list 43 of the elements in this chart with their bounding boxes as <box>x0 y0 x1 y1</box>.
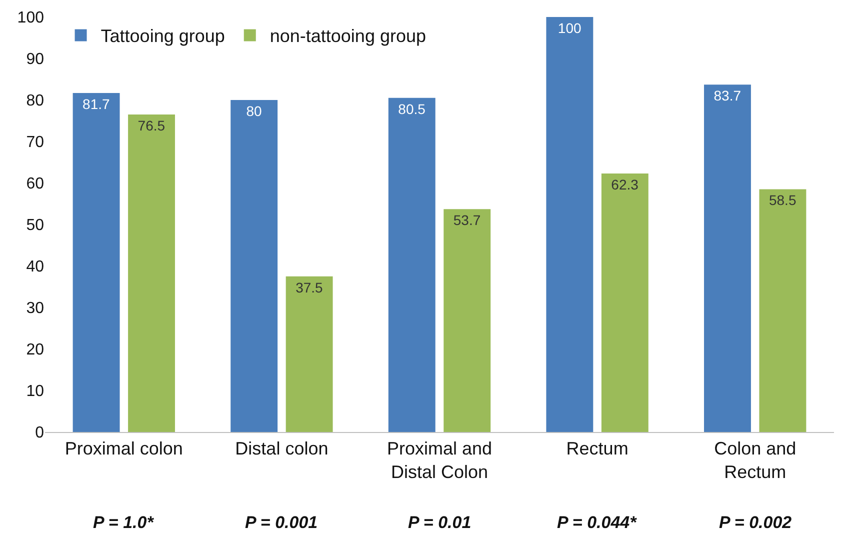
text: P = 0.002 <box>719 513 792 532</box>
data-label: 76.5 <box>138 118 166 134</box>
y-tick-label: 100 <box>17 10 44 27</box>
data-label: 81.7 <box>82 96 110 112</box>
data-label: 83.7 <box>714 88 742 104</box>
bar <box>128 114 175 432</box>
y-tick-label: 80 <box>26 92 44 110</box>
bar <box>72 92 120 432</box>
data-label: 80 <box>246 103 262 119</box>
x-tick-label: Rectum <box>566 438 628 459</box>
y-tick-label: 30 <box>26 300 44 318</box>
text: P = 0.01 <box>408 513 472 532</box>
x-tick-label: Proximal and Distal Colon <box>386 438 492 482</box>
y-tick-label: 10 <box>26 383 44 400</box>
bar <box>601 173 648 432</box>
data-label: 37.5 <box>296 279 324 296</box>
data-label: 58.5 <box>768 192 796 208</box>
text: P = 1.0* <box>93 513 155 532</box>
x-tick-label: Proximal colon <box>64 438 183 459</box>
bar <box>286 276 333 432</box>
data-label: 80.5 <box>398 100 426 117</box>
y-tick-label: 40 <box>26 258 44 276</box>
y-tick-label: 70 <box>26 134 44 152</box>
legend-label: non-tattooing group <box>270 26 426 46</box>
y-tick-label: 0 <box>35 424 44 442</box>
data-label: 100 <box>558 20 582 36</box>
bar <box>546 17 594 432</box>
x-tick-label: Colon and Rectum <box>714 438 796 482</box>
bar <box>230 100 278 432</box>
y-tick-label: 90 <box>26 51 44 68</box>
legend-label: Tattooing group <box>100 26 225 46</box>
data-label: 62.3 <box>611 176 639 192</box>
bar <box>444 209 491 432</box>
bar <box>704 84 751 432</box>
text: P = 0.044* <box>557 513 638 532</box>
bar <box>759 189 806 432</box>
text: P = 0.001 <box>245 513 318 532</box>
y-tick-label: 20 <box>26 342 44 359</box>
data-label: 53.7 <box>453 212 481 228</box>
y-tick-label: 50 <box>26 217 44 234</box>
bar <box>388 98 436 432</box>
x-tick-label: Distal colon <box>235 438 328 459</box>
y-tick-label: 60 <box>26 176 44 193</box>
